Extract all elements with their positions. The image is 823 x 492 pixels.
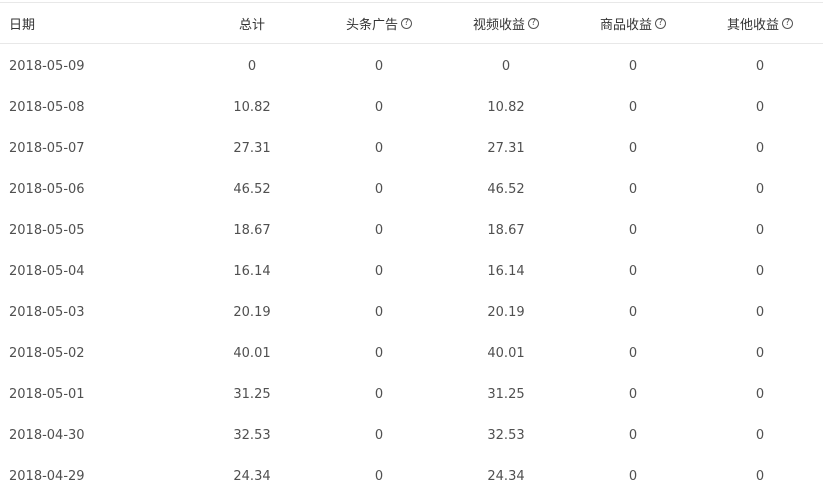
- cell-date: 2018-05-06: [9, 182, 85, 197]
- cell-other: 0: [755, 264, 765, 279]
- cell-total: 0: [247, 59, 257, 74]
- cell-ads: 0: [374, 469, 384, 484]
- cell-video: 27.31: [487, 141, 525, 156]
- table-row: 2018-05-08 10.82 0 10.82 0 0: [0, 87, 823, 128]
- cell-goods: 0: [628, 428, 638, 443]
- cell-total: 16.14: [233, 264, 271, 279]
- cell-date: 2018-04-29: [9, 469, 85, 484]
- cell-other: 0: [755, 469, 765, 484]
- cell-ads: 0: [374, 100, 384, 115]
- cell-other: 0: [755, 305, 765, 320]
- cell-other: 0: [755, 100, 765, 115]
- help-icon[interactable]: ?: [655, 17, 666, 29]
- cell-ads: 0: [374, 387, 384, 402]
- cell-other: 0: [755, 59, 765, 74]
- header-total: 总计: [182, 3, 322, 43]
- cell-date: 2018-05-08: [9, 100, 85, 115]
- cell-video: 24.34: [487, 469, 525, 484]
- cell-other: 0: [755, 223, 765, 238]
- cell-ads: 0: [374, 346, 384, 361]
- help-icon[interactable]: ?: [782, 17, 793, 29]
- cell-video: 31.25: [487, 387, 525, 402]
- header-other-label: 其他收益: [726, 17, 779, 33]
- cell-date: 2018-05-04: [9, 264, 85, 279]
- header-ads-label: 头条广告: [345, 17, 398, 33]
- header-goods-label: 商品收益: [599, 17, 652, 33]
- header-video-label: 视频收益: [472, 17, 525, 33]
- cell-date: 2018-04-30: [9, 428, 85, 443]
- table-row: 2018-05-07 27.31 0 27.31 0 0: [0, 128, 823, 169]
- cell-other: 0: [755, 141, 765, 156]
- cell-goods: 0: [628, 100, 638, 115]
- cell-total: 10.82: [233, 100, 271, 115]
- header-date: 日期: [9, 3, 35, 43]
- cell-goods: 0: [628, 59, 638, 74]
- cell-total: 31.25: [233, 387, 271, 402]
- cell-total: 46.52: [233, 182, 271, 197]
- cell-date: 2018-05-02: [9, 346, 85, 361]
- cell-ads: 0: [374, 182, 384, 197]
- header-total-label: 总计: [238, 17, 265, 33]
- table-row: 2018-05-04 16.14 0 16.14 0 0: [0, 251, 823, 292]
- table-header: 日期 总计 头条广告 ? 视频收益 ? 商品收益 ? 其他收益 ?: [0, 2, 823, 44]
- header-ads: 头条广告 ?: [309, 3, 449, 43]
- cell-goods: 0: [628, 387, 638, 402]
- cell-other: 0: [755, 182, 765, 197]
- cell-goods: 0: [628, 223, 638, 238]
- table-row: 2018-04-30 32.53 0 32.53 0 0: [0, 415, 823, 456]
- cell-total: 32.53: [233, 428, 271, 443]
- cell-video: 16.14: [487, 264, 525, 279]
- cell-total: 20.19: [233, 305, 271, 320]
- table-row: 2018-05-03 20.19 0 20.19 0 0: [0, 292, 823, 333]
- table-row: 2018-05-01 31.25 0 31.25 0 0: [0, 374, 823, 415]
- cell-video: 20.19: [487, 305, 525, 320]
- cell-video: 40.01: [487, 346, 525, 361]
- cell-total: 27.31: [233, 141, 271, 156]
- help-icon[interactable]: ?: [401, 17, 412, 29]
- cell-video: 10.82: [487, 100, 525, 115]
- header-date-label: 日期: [9, 17, 36, 33]
- cell-goods: 0: [628, 264, 638, 279]
- cell-date: 2018-05-09: [9, 59, 85, 74]
- cell-ads: 0: [374, 264, 384, 279]
- cell-date: 2018-05-07: [9, 141, 85, 156]
- header-video: 视频收益 ?: [436, 3, 576, 43]
- table-row: 2018-05-05 18.67 0 18.67 0 0: [0, 210, 823, 251]
- cell-ads: 0: [374, 141, 384, 156]
- cell-video: 0: [501, 59, 511, 74]
- cell-other: 0: [755, 346, 765, 361]
- cell-date: 2018-05-03: [9, 305, 85, 320]
- cell-total: 40.01: [233, 346, 271, 361]
- cell-other: 0: [755, 387, 765, 402]
- cell-ads: 0: [374, 59, 384, 74]
- cell-video: 18.67: [487, 223, 525, 238]
- cell-total: 24.34: [233, 469, 271, 484]
- cell-goods: 0: [628, 346, 638, 361]
- cell-goods: 0: [628, 305, 638, 320]
- table-row: 2018-04-29 24.34 0 24.34 0 0: [0, 456, 823, 492]
- cell-date: 2018-05-05: [9, 223, 85, 238]
- header-goods: 商品收益 ?: [563, 3, 703, 43]
- cell-total: 18.67: [233, 223, 271, 238]
- cell-ads: 0: [374, 223, 384, 238]
- cell-ads: 0: [374, 428, 384, 443]
- cell-goods: 0: [628, 469, 638, 484]
- cell-video: 46.52: [487, 182, 525, 197]
- table-row: 2018-05-02 40.01 0 40.01 0 0: [0, 333, 823, 374]
- cell-video: 32.53: [487, 428, 525, 443]
- cell-goods: 0: [628, 141, 638, 156]
- table-row: 2018-05-09 0 0 0 0 0: [0, 46, 823, 87]
- help-icon[interactable]: ?: [528, 17, 539, 29]
- cell-ads: 0: [374, 305, 384, 320]
- cell-goods: 0: [628, 182, 638, 197]
- table-row: 2018-05-06 46.52 0 46.52 0 0: [0, 169, 823, 210]
- header-other: 其他收益 ?: [690, 3, 823, 43]
- cell-date: 2018-05-01: [9, 387, 85, 402]
- cell-other: 0: [755, 428, 765, 443]
